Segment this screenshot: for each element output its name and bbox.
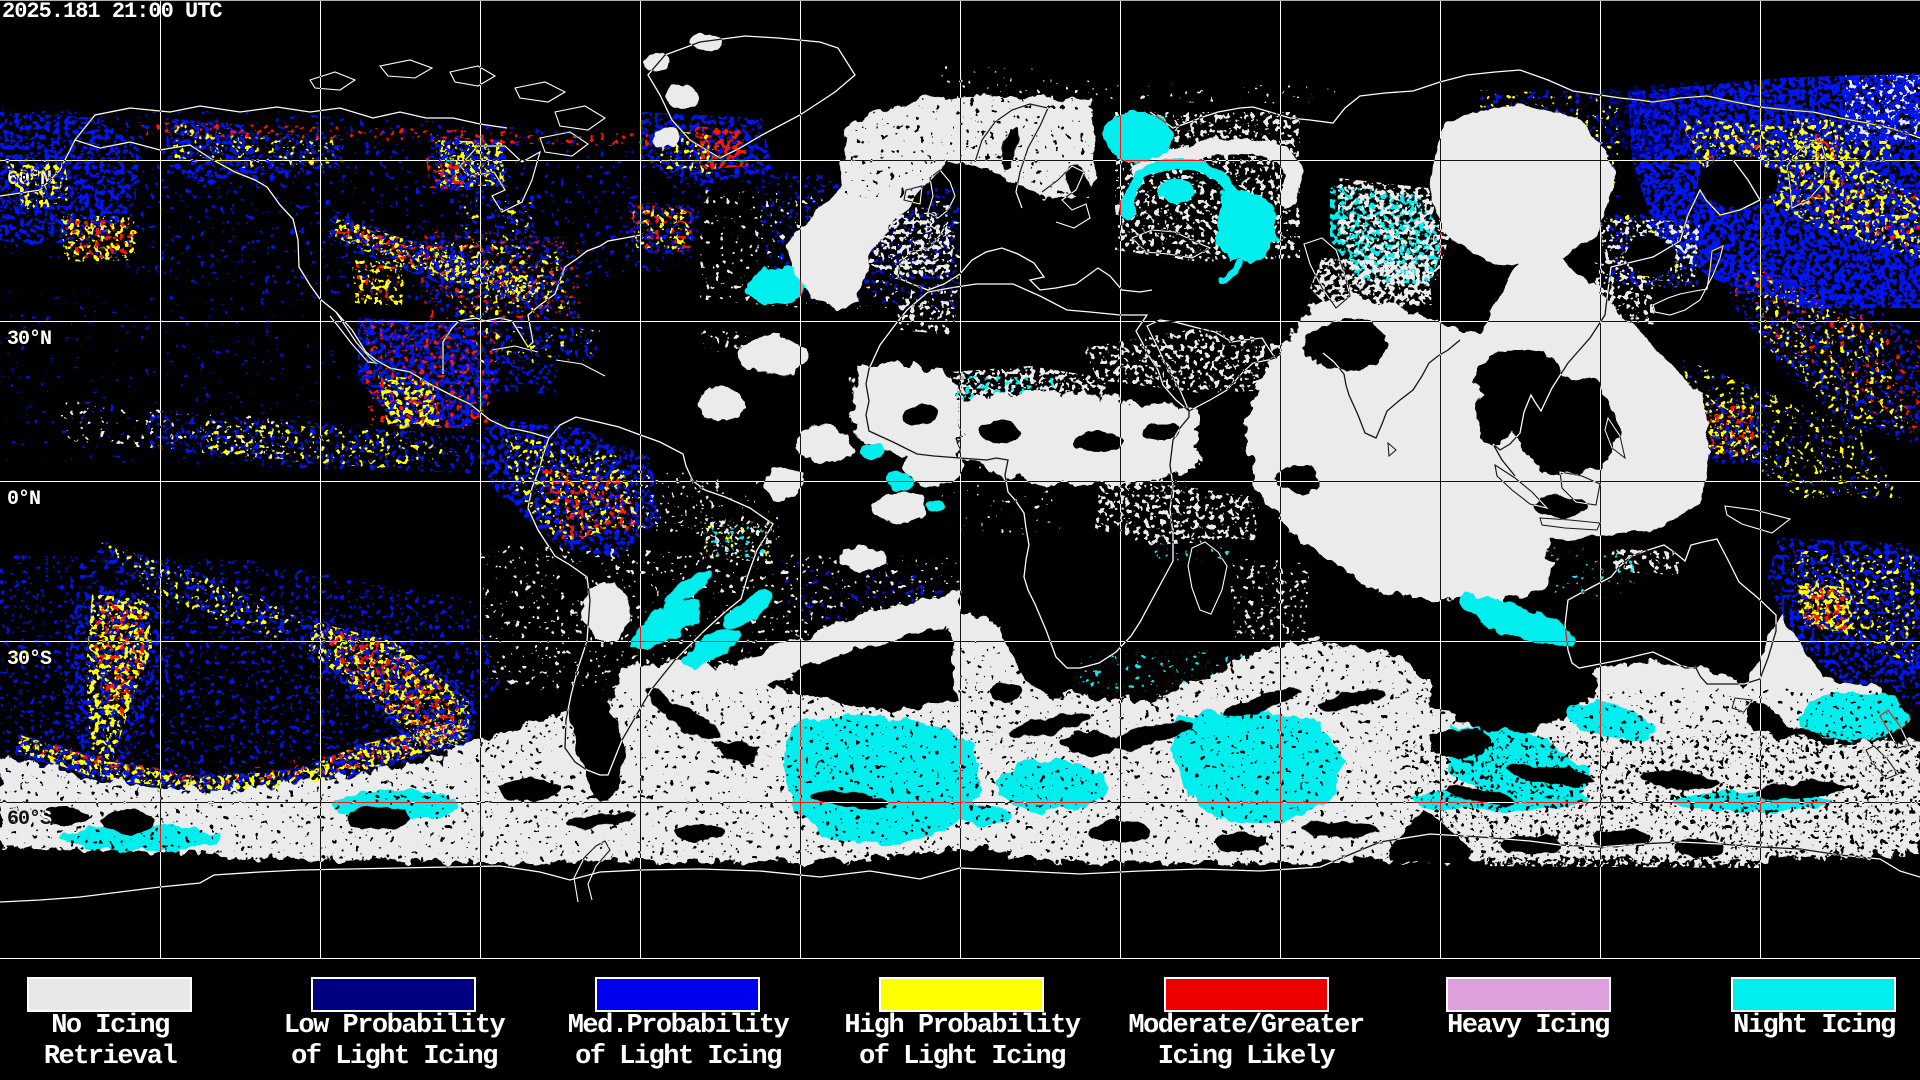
- svg-text:Icing Likely: Icing Likely: [1158, 1042, 1336, 1072]
- svg-text:30°N: 30°N: [7, 328, 51, 351]
- svg-text:Med.Probability: Med.Probability: [568, 1011, 790, 1041]
- svg-text:0°N: 0°N: [7, 488, 40, 511]
- svg-text:No Icing: No Icing: [51, 1011, 169, 1041]
- svg-text:30°S: 30°S: [7, 648, 52, 671]
- svg-text:Night Icing: Night Icing: [1733, 1011, 1895, 1041]
- svg-text:of Light Icing: of Light Icing: [575, 1042, 781, 1072]
- svg-text:60°S: 60°S: [7, 808, 52, 831]
- svg-text:Low Probability: Low Probability: [284, 1011, 506, 1041]
- svg-text:of Light Icing: of Light Icing: [291, 1042, 497, 1072]
- svg-text:Moderate/Greater: Moderate/Greater: [1128, 1011, 1364, 1041]
- svg-text:Retrieval: Retrieval: [44, 1042, 178, 1072]
- svg-text:Heavy Icing: Heavy Icing: [1447, 1011, 1609, 1041]
- svg-text:High Probability: High Probability: [844, 1011, 1081, 1041]
- svg-text:2025.181 21:00 UTC: 2025.181 21:00 UTC: [2, 0, 222, 24]
- svg-text:of Light Icing: of Light Icing: [859, 1042, 1065, 1072]
- svg-text:60°N: 60°N: [7, 168, 51, 191]
